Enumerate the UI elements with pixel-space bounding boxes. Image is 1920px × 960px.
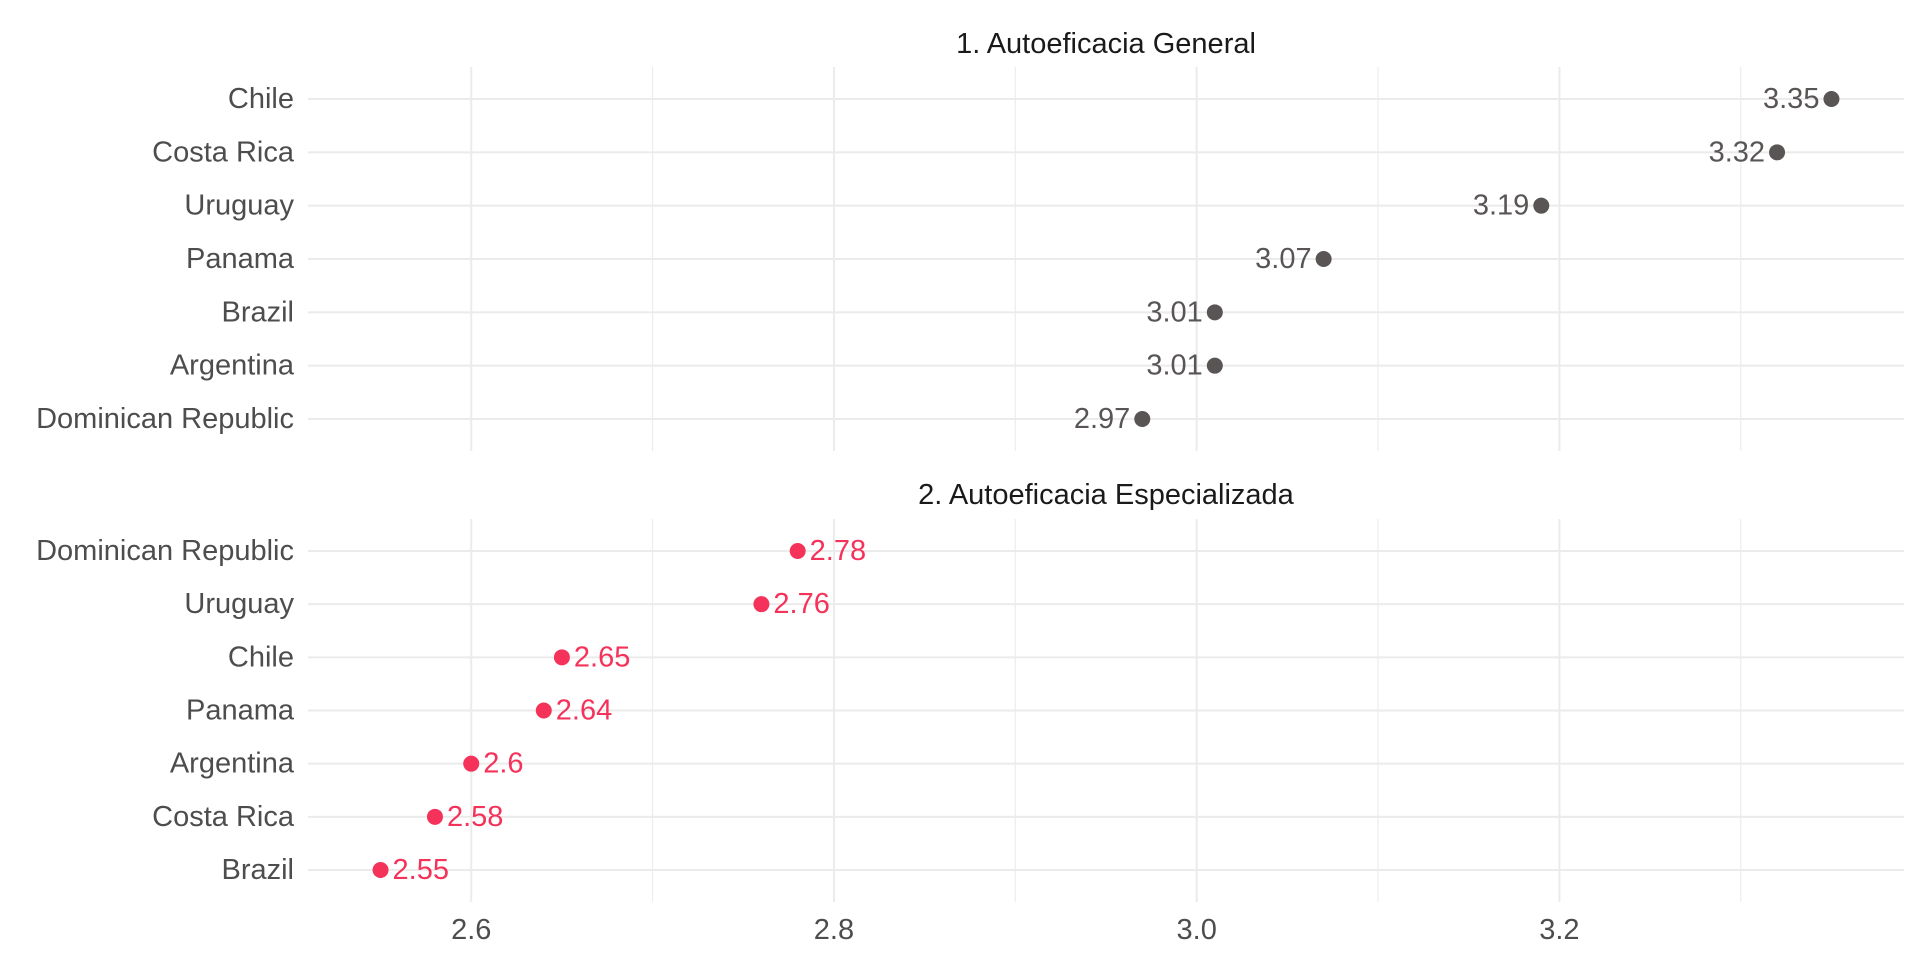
y-axis-label: Uruguay [184,588,294,620]
y-axis-label: Brazil [221,854,294,886]
data-point [426,808,443,825]
y-axis-label: Dominican Republic [36,403,294,435]
data-label: 3.01 [1146,350,1202,382]
y-axis-label: Panama [186,695,295,727]
data-point [553,649,570,666]
facet-panel: 1. Autoeficacia General Chile 3.35 Costa Ri… [36,28,1904,451]
y-axis-label: Costa Rica [152,136,295,168]
data-point [1206,304,1223,321]
y-axis-label: Costa Rica [152,801,295,833]
data-label: 2.65 [574,641,630,673]
data-point [1315,251,1332,267]
data-label: 2.78 [810,535,866,567]
data-point [1769,144,1786,161]
y-axis-label: Argentina [170,350,295,382]
x-axis: 2.6 2.8 3.0 3.2 [451,914,1580,946]
data-label: 2.6 [483,748,523,780]
data-point [1533,197,1550,214]
data-point [1823,91,1840,107]
y-axis-label: Dominican Republic [36,535,294,567]
data-label: 3.07 [1255,243,1311,275]
data-point [789,543,806,559]
y-axis-label: Chile [228,641,294,673]
data-point [372,862,389,878]
data-label: 3.01 [1146,296,1202,328]
data-label: 2.76 [773,588,829,620]
data-point [1206,357,1223,374]
data-label: 2.58 [447,801,503,833]
data-label: 3.32 [1709,136,1765,168]
data-point [535,702,552,719]
y-axis-label: Brazil [221,296,294,328]
facets-layer: 1. Autoeficacia General Chile 3.35 Costa Ri… [36,28,1904,902]
data-point [1134,411,1151,427]
x-tick-label: 2.6 [451,914,491,946]
data-label: 3.35 [1763,83,1819,115]
facet-title: 1. Autoeficacia General [956,28,1256,60]
data-point [463,755,480,772]
y-axis-label: Uruguay [184,190,294,222]
y-axis-label: Chile [228,83,294,115]
x-tick-label: 3.2 [1539,914,1579,946]
facet-panel: 2. Autoeficacia Especializada Dominican R… [36,479,1904,902]
x-tick-label: 3.0 [1177,914,1217,946]
data-label: 2.97 [1074,403,1130,435]
y-axis-label: Panama [186,243,295,275]
data-point [753,596,770,613]
x-tick-label: 2.8 [814,914,854,946]
y-axis-label: Argentina [170,748,295,780]
data-label: 2.64 [556,695,612,727]
data-label: 3.19 [1473,190,1529,222]
facet-title: 2. Autoeficacia Especializada [918,479,1294,511]
data-label: 2.55 [393,854,449,886]
